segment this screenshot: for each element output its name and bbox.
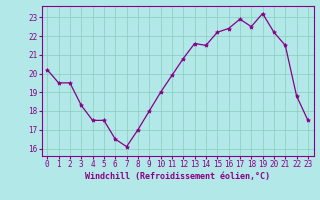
- X-axis label: Windchill (Refroidissement éolien,°C): Windchill (Refroidissement éolien,°C): [85, 172, 270, 181]
